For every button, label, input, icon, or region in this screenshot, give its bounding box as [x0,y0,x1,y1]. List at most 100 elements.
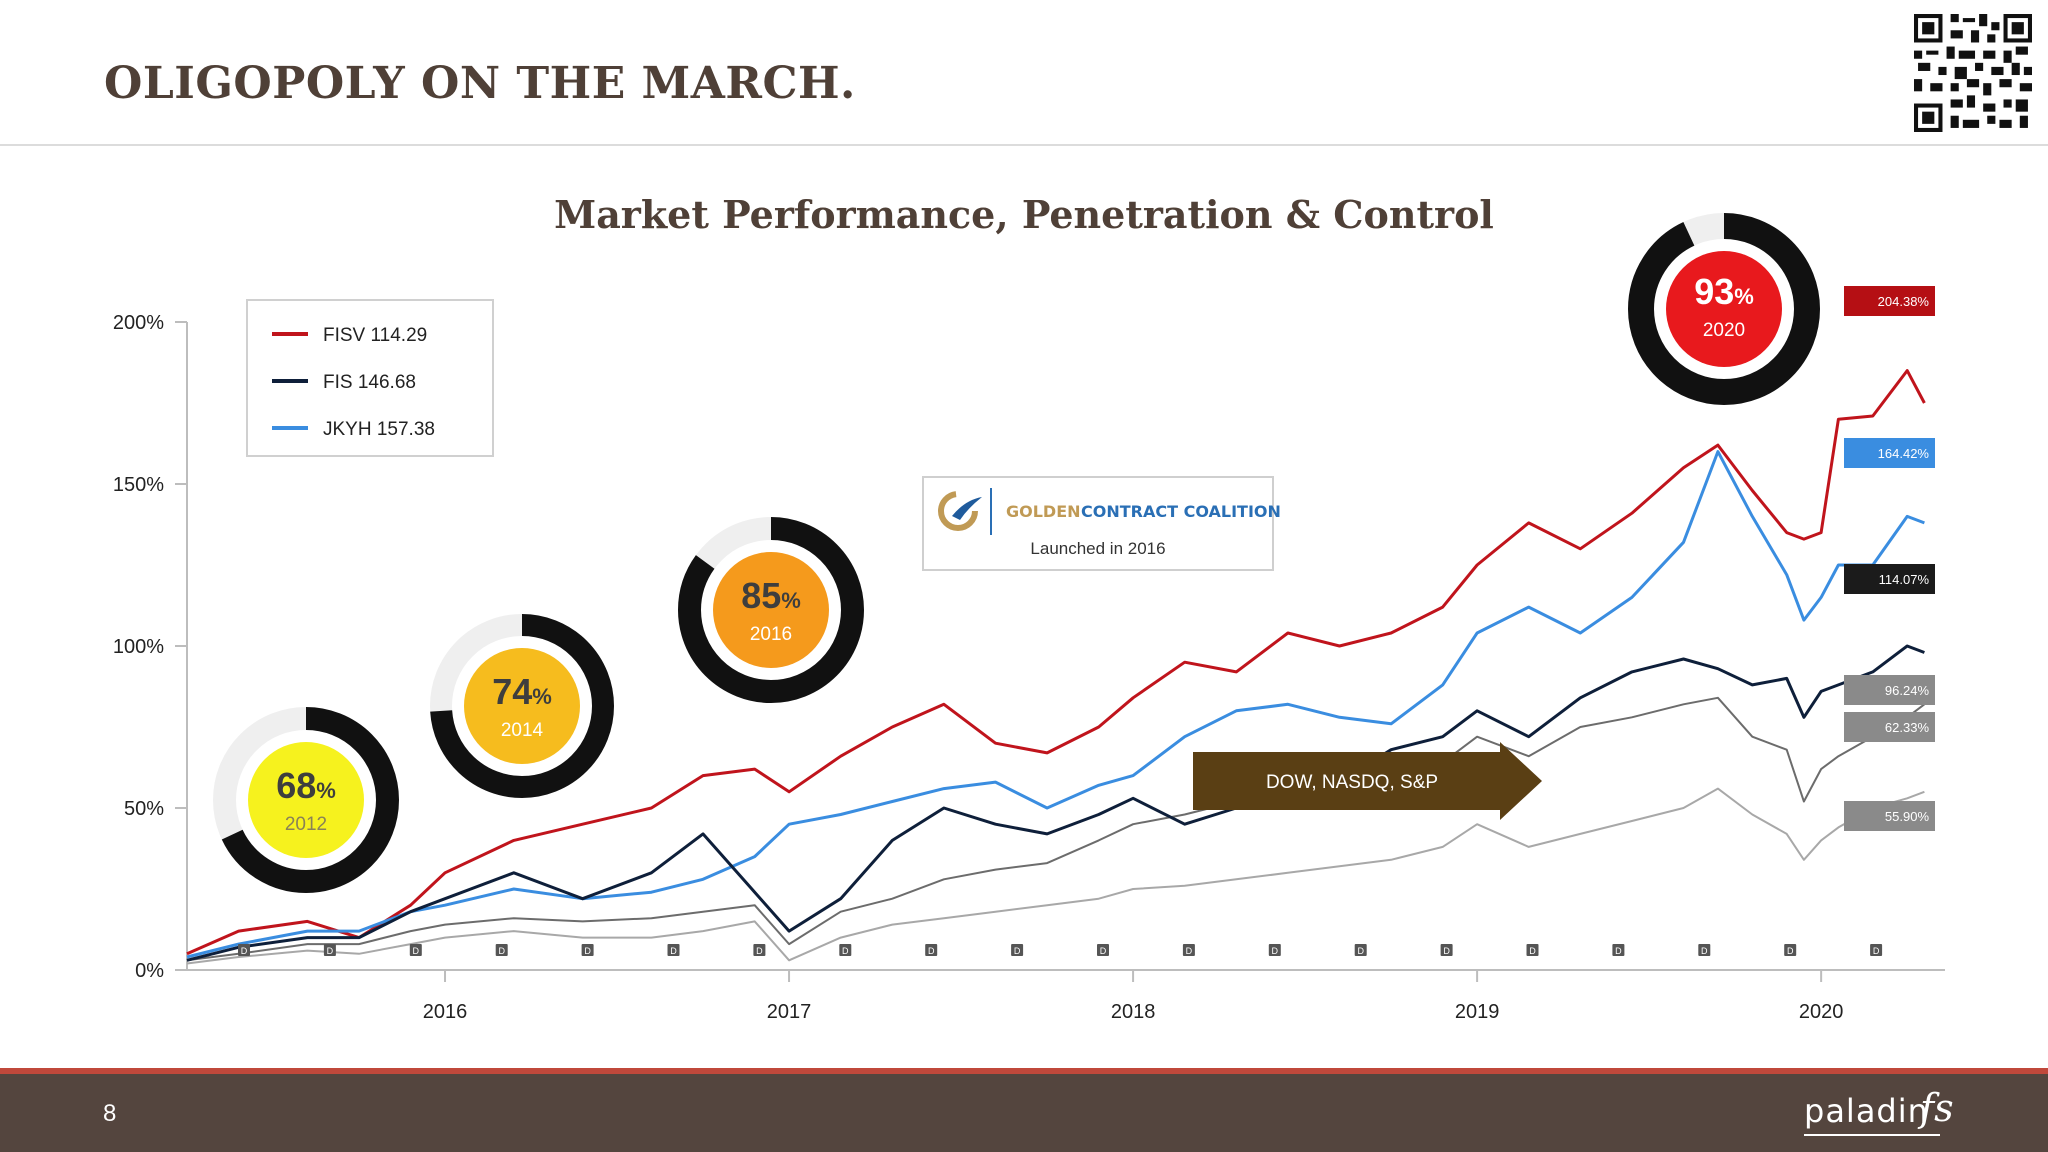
dividend-marker-box [581,944,594,956]
dividend-marker-label: D [413,946,420,956]
value-tag [1844,712,1935,742]
donut-center [713,552,829,668]
dividend-marker-box [495,944,508,956]
series-line [186,696,1926,962]
x-tick-label: 2017 [767,1001,812,1023]
dividend-marker-label: D [584,946,591,956]
donut-percent-sign: % [781,588,801,613]
dividend-marker-label: D [241,946,248,956]
dividend-marker-box [1011,944,1024,956]
donut-percent-sign: % [1734,284,1754,309]
dividend-marker-box [1612,944,1625,956]
dividend-marker-box [925,944,938,956]
index-arrow-label: DOW, NASDQ, S&P [1266,772,1438,793]
brand-logo: paladin [1804,1092,1929,1130]
x-tick-label: 2019 [1455,1001,1500,1023]
donut-center [248,742,364,858]
legend-entry-label: FISV 114.29 [323,325,427,346]
y-tick-label: 0% [135,960,164,982]
dividend-marker-box [839,944,852,956]
donut-arc [213,707,399,893]
coalition-name-part2: CONTRACT COALITION [1081,502,1281,521]
donut-year-label: 2016 [750,624,792,645]
coalition-name-part1: GOLDEN [1006,502,1081,521]
dividend-marker-box [1526,944,1539,956]
donut-year-label: 2014 [501,720,544,741]
coalition-launch-text: Launched in 2016 [1030,539,1165,558]
dividend-marker-label: D [1529,946,1536,956]
dividend-marker-label: D [1701,946,1708,956]
index-arrow-shape [1193,742,1542,820]
value-tag-label: 96.24% [1885,683,1930,698]
title-divider [0,144,2048,146]
y-tick-label: 50% [124,798,164,820]
dividend-marker-box [1870,944,1883,956]
dividend-marker-label: D [1443,946,1450,956]
donut-center [464,648,580,764]
dividend-marker-label: D [1357,946,1364,956]
slide-title: OLIGOPOLY ON THE MARCH. [104,58,856,109]
dividend-marker-label: D [1873,946,1880,956]
value-tag [1844,801,1935,831]
brand-logo-suffix: fs [1920,1086,1954,1130]
dividend-marker-box [1268,944,1281,956]
dividend-marker-box [753,944,766,956]
dividend-marker-label: D [928,946,935,956]
donut-arc [430,614,614,798]
donut-center [1666,251,1782,367]
donut-percent-sign: % [532,684,552,709]
dividend-marker-label: D [1272,946,1279,956]
dividend-marker-box [1354,944,1367,956]
donut-arc [678,517,864,703]
x-tick-label: 2020 [1799,1001,1844,1023]
dividend-marker-label: D [756,946,763,956]
dividend-marker-label: D [327,946,334,956]
dividend-marker-box [238,944,250,956]
value-tag-label: 204.38% [1878,294,1930,309]
dividend-marker-box [1698,944,1711,956]
dividend-marker-box [1182,944,1195,956]
dividend-marker-label: D [842,946,849,956]
legend-entry-label: FIS 146.68 [323,372,416,393]
coalition-logo-wing-icon [952,497,982,520]
dividend-marker-label: D [670,946,677,956]
value-tag-label: 55.90% [1885,809,1930,824]
footer-accent-line [0,1068,2048,1074]
coalition-logo-icon [938,491,978,531]
value-tag [1844,438,1935,468]
dividend-marker-box [323,944,336,956]
x-tick-label: 2018 [1111,1001,1156,1023]
value-tag-label: 164.42% [1878,446,1930,461]
legend-entry-label: JKYH 157.38 [323,419,435,440]
footer-bar [0,1074,2048,1152]
dividend-marker-box [667,944,680,956]
brand-underline [1804,1134,1940,1136]
dividend-marker-label: D [1787,946,1794,956]
value-tag [1844,286,1935,316]
y-tick-label: 150% [113,474,164,496]
page-number: 8 [103,1100,117,1127]
dividend-marker-box [409,944,422,956]
donut-percent-sign: % [316,778,336,803]
series-line [186,450,1925,959]
dividend-marker-box [1784,944,1797,956]
value-tag-label: 62.33% [1885,720,1930,735]
qr-code-icon [1914,14,2032,132]
dividend-marker-label: D [1615,946,1622,956]
coalition-box [922,476,1274,571]
performance-chart: 0% 50% 100% 150% 200% 2016 2017 2018 2019 2020 D D D… [113,213,1945,1023]
chart-title: Market Performance, Penetration & Contro… [554,192,1494,237]
dividend-marker-label: D [498,946,505,956]
donut-arc [1628,213,1820,405]
y-tick-label: 100% [113,636,164,658]
series-line [186,369,1926,956]
dividend-marker-label: D [1186,946,1193,956]
value-tag [1844,564,1935,594]
dividend-marker-box [1440,944,1453,956]
donut-year-label: 2012 [285,814,327,835]
series-line [186,644,1925,962]
value-tag [1844,675,1935,705]
y-tick-label: 200% [113,312,164,334]
x-tick-label: 2016 [423,1001,468,1023]
dividend-marker-label: D [1014,946,1021,956]
